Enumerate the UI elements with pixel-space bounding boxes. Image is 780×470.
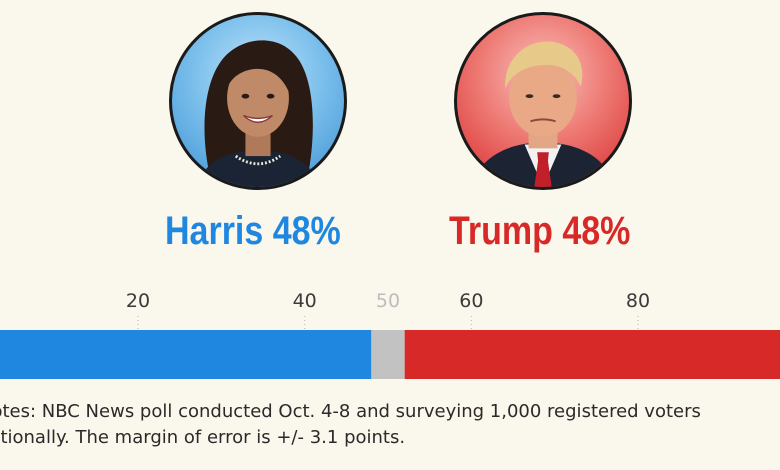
tick-label-20: 20: [126, 290, 150, 312]
trump-portrait: [454, 12, 632, 190]
note-line-1: Notes: NBC News poll conducted Oct. 4-8 …: [0, 401, 701, 422]
bar-segment-undecided-other: [371, 330, 405, 379]
note-line-2: nationally. The margin of error is +/- 3…: [0, 427, 406, 448]
bar-segment-harris: [0, 330, 372, 379]
trump-label: Trump 48%: [449, 209, 631, 253]
harris-label: Harris 48%: [165, 209, 341, 253]
harris-portrait: [169, 12, 347, 190]
tick-label-50: 50: [376, 290, 400, 312]
stacked-bar-chart: 20 40 50 60 80: [0, 290, 780, 379]
bar-segment-trump: [404, 330, 780, 379]
tick-label-80: 80: [626, 290, 650, 312]
tick-label-40: 40: [293, 290, 317, 312]
tick-label-60: 60: [459, 290, 483, 312]
